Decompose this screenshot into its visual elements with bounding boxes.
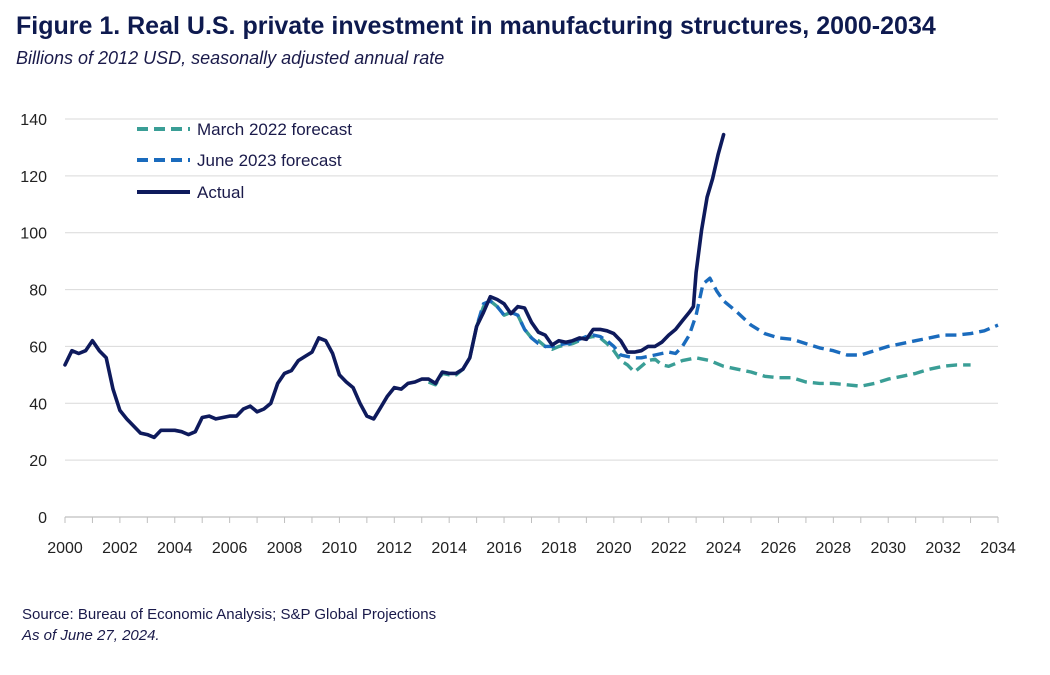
x-tick-label: 2002 [102,540,138,557]
x-tick-label: 2024 [706,540,742,557]
x-tick-label: 2034 [980,540,1016,557]
legend-label-june-2023-forecast: June 2023 forecast [197,151,342,170]
y-tick-label: 120 [20,169,47,186]
series-lines [63,132,999,440]
x-tick-label: 2018 [541,540,577,557]
series-line-june-2023-forecast [461,276,999,371]
y-tick-label: 60 [29,339,47,356]
y-tick-label: 0 [38,510,47,527]
y-tick-label: 20 [29,453,47,470]
chart-title: Figure 1. Real U.S. private investment i… [16,12,936,40]
legend-label-march-2022-forecast: March 2022 forecast [197,120,352,139]
x-tick-label: 2016 [486,540,522,557]
x-tick-label: 2030 [870,540,906,557]
x-tick-label: 2012 [376,540,412,557]
x-tick-label: 2000 [47,540,83,557]
y-axis: 0 20 40 60 80 100 120 140 [20,112,47,527]
y-tick-label: 140 [20,112,47,129]
gridlines [65,118,998,461]
as-of-note: As of June 27, 2024. [22,627,160,644]
y-tick-label: 80 [29,283,47,300]
series-line-actual [63,132,726,440]
x-tick-label: 2006 [212,540,248,557]
x-tick-label: 2026 [761,540,797,557]
chart-subtitle: Billions of 2012 USD, seasonally adjuste… [16,48,445,68]
legend-label-actual: Actual [197,183,244,202]
x-tick-label: 2014 [431,540,467,557]
x-tick-label: 2010 [322,540,358,557]
source-note: Source: Bureau of Economic Analysis; S&P… [22,606,437,623]
y-tick-label: 100 [20,226,47,243]
x-tick-label: 2028 [816,540,852,557]
series-line-march-2022-forecast [427,299,971,388]
legend: March 2022 forecast June 2023 forecast Act… [137,120,352,202]
x-tick-label: 2008 [267,540,303,557]
x-tick-label: 2022 [651,540,687,557]
x-tick-label: 2004 [157,540,193,557]
x-axis: 2000 2002 2004 2006 2008 2010 2012 2014 2016 2018… [47,516,1016,557]
x-tick-label: 2020 [596,540,632,557]
y-tick-label: 40 [29,396,47,413]
x-tick-label: 2032 [925,540,961,557]
